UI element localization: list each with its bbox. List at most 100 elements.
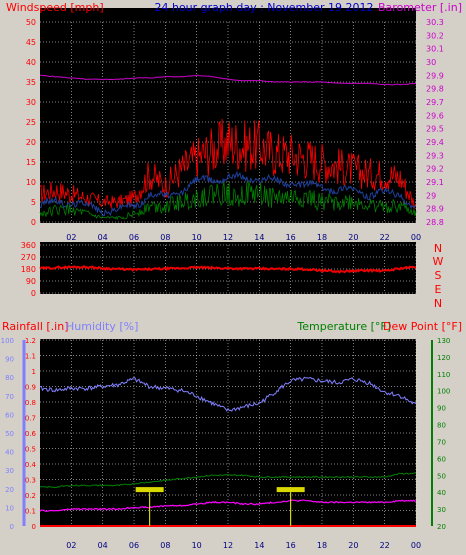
rainfall-title: Rainfall [.in] bbox=[2, 320, 69, 333]
temp-xtick-label: 18 bbox=[317, 541, 327, 550]
temp-ytick-label: 80 bbox=[437, 422, 446, 430]
temp-xtick-label: 08 bbox=[160, 541, 170, 550]
temp-ytick-label: 100 bbox=[437, 388, 450, 396]
direction-ytick-label: 360 bbox=[21, 241, 36, 250]
rain-ytick-label: 0.4 bbox=[25, 461, 37, 469]
wind-ytick-label: 30 bbox=[26, 98, 36, 107]
barometer-ytick-label: 29.1 bbox=[426, 178, 444, 187]
barometer-ytick-label: 30.2 bbox=[426, 31, 444, 40]
temp-xtick-label: 10 bbox=[192, 541, 202, 550]
humidity-ytick-label: 30 bbox=[5, 467, 14, 475]
barometer-ytick-label: 30 bbox=[426, 58, 436, 67]
wind-ytick-label: 10 bbox=[26, 178, 36, 187]
temp-xtick-label: 12 bbox=[223, 541, 233, 550]
compass-e: E bbox=[435, 283, 442, 296]
rain-ytick-label: 0.9 bbox=[25, 384, 36, 392]
rain-ytick-label: 0.2 bbox=[25, 492, 36, 500]
barometer-ytick-label: 29.3 bbox=[426, 151, 444, 160]
wind-ytick-label: 5 bbox=[31, 198, 36, 207]
humidity-ytick-label: 70 bbox=[5, 393, 14, 401]
temp-xtick-label: 00 bbox=[411, 541, 421, 550]
wind-ytick-label: 45 bbox=[26, 38, 36, 47]
temp-xtick-label: 14 bbox=[254, 541, 264, 550]
temp-ytick-label: 70 bbox=[437, 438, 446, 446]
humidity-ytick-label: 0 bbox=[10, 523, 14, 531]
barometer-ytick-label: 29.9 bbox=[426, 71, 444, 80]
humidity-ytick-label: 80 bbox=[5, 374, 14, 382]
wind-ytick-label: 20 bbox=[26, 138, 36, 147]
wind-xtick-label: 14 bbox=[254, 233, 264, 242]
barometer-ytick-label: 29 bbox=[426, 191, 436, 200]
direction-ytick-label: 270 bbox=[21, 253, 36, 262]
rain-ytick-label: 0.8 bbox=[25, 399, 36, 407]
dewpoint-title: Dew Point [°F] bbox=[383, 320, 462, 333]
rain-ytick-label: 0.6 bbox=[25, 430, 37, 438]
wind-xtick-label: 06 bbox=[129, 233, 139, 242]
wind-series-line bbox=[39, 170, 417, 217]
rain-ytick-label: 1.2 bbox=[25, 337, 36, 345]
barometer-line bbox=[39, 74, 417, 86]
rain-ytick-label: 1.1 bbox=[25, 353, 36, 361]
wind-xtick-label: 22 bbox=[380, 233, 390, 242]
temp-xtick-label: 22 bbox=[380, 541, 390, 550]
wind-ytick-label: 50 bbox=[26, 18, 36, 27]
humidity-ytick-label: 60 bbox=[5, 411, 14, 419]
humidity-ytick-label: 40 bbox=[5, 449, 14, 457]
temp-xtick-label: 06 bbox=[129, 541, 139, 550]
temp-ytick-label: 120 bbox=[437, 354, 450, 362]
temp-ytick-label: 60 bbox=[437, 455, 446, 463]
barometer-ytick-label: 29.4 bbox=[426, 138, 444, 147]
barometer-title: Barometer [.in] bbox=[378, 1, 462, 14]
page-title: 24 hour graph day : November 19 2012 bbox=[154, 1, 373, 14]
temp-xtick-label: 20 bbox=[348, 541, 358, 550]
temperature-title: Temperature [°F] bbox=[296, 320, 391, 333]
wind-series-line bbox=[39, 181, 417, 221]
barometer-ytick-label: 30.1 bbox=[426, 45, 444, 54]
barometer-ytick-label: 28.8 bbox=[426, 218, 444, 227]
direction-ytick-label: 90 bbox=[26, 277, 36, 286]
barometer-ytick-label: 29.2 bbox=[426, 165, 444, 174]
windspeed-title: Windspeed [mph] bbox=[6, 1, 104, 14]
wind-xtick-label: 00 bbox=[411, 233, 421, 242]
rain-ytick-label: 0.1 bbox=[25, 508, 36, 516]
temperature-line bbox=[39, 472, 417, 489]
humidity-ytick-label: 10 bbox=[5, 504, 14, 512]
humidity-line bbox=[39, 376, 417, 412]
rain-ytick-label: 0 bbox=[32, 523, 36, 531]
wind-xtick-label: 12 bbox=[223, 233, 233, 242]
humidity-ytick-label: 100 bbox=[1, 337, 14, 345]
barometer-ytick-label: 29.6 bbox=[426, 111, 444, 120]
tick-labels: 0510152025303540455028.828.92929.129.229… bbox=[1, 18, 451, 550]
barometer-ytick-label: 29.5 bbox=[426, 125, 444, 134]
barometer-ytick-label: 29.8 bbox=[426, 85, 444, 94]
wind-xtick-label: 20 bbox=[348, 233, 358, 242]
direction-line bbox=[39, 264, 417, 274]
event-marker-box bbox=[276, 487, 305, 493]
barometer-ytick-label: 28.9 bbox=[426, 205, 444, 214]
temp-ytick-label: 130 bbox=[437, 337, 450, 345]
rain-ytick-label: 0.5 bbox=[25, 446, 36, 454]
wind-xtick-label: 04 bbox=[98, 233, 108, 242]
plot-lines bbox=[39, 74, 417, 527]
wind-ytick-label: 40 bbox=[26, 58, 36, 67]
wind-ytick-label: 25 bbox=[26, 118, 36, 127]
temp-xtick-label: 02 bbox=[66, 541, 76, 550]
temp-xtick-label: 16 bbox=[286, 541, 296, 550]
dewpoint-line bbox=[39, 499, 417, 513]
compass-w: W bbox=[433, 255, 444, 268]
temp-ytick-label: 90 bbox=[437, 405, 446, 413]
temp-ytick-label: 110 bbox=[437, 371, 450, 379]
barometer-ytick-label: 30.3 bbox=[426, 18, 444, 27]
wind-ytick-label: 15 bbox=[26, 158, 36, 167]
wind-xtick-label: 02 bbox=[66, 233, 76, 242]
rain-ytick-label: 0.7 bbox=[25, 415, 36, 423]
temp-ytick-label: 40 bbox=[437, 489, 446, 497]
rain-ytick-label: 1 bbox=[32, 368, 36, 376]
compass-n-top: N bbox=[434, 242, 442, 255]
humidity-title: Humidity [%] bbox=[66, 320, 138, 333]
barometer-ytick-label: 29.7 bbox=[426, 98, 444, 107]
compass-s: S bbox=[435, 269, 442, 282]
wind-series-line bbox=[39, 118, 417, 209]
temp-ytick-label: 30 bbox=[437, 506, 446, 514]
